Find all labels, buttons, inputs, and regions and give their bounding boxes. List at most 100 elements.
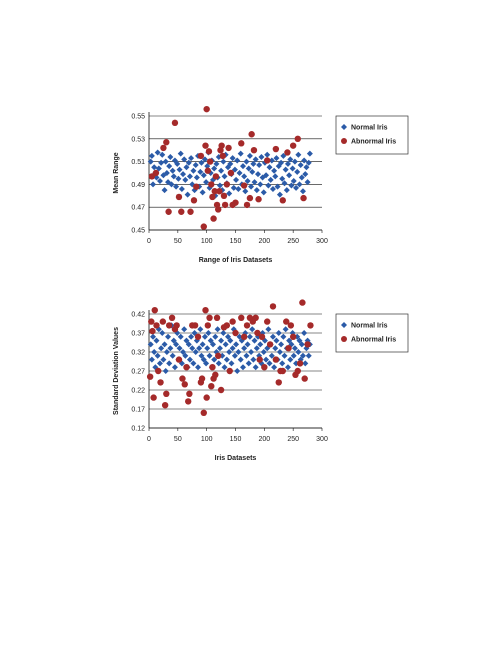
normal-iris-point	[244, 341, 251, 348]
abnormal-iris-point	[294, 135, 301, 142]
normal-iris-point	[174, 160, 181, 167]
normal-iris-point	[239, 364, 246, 371]
normal-iris-point	[282, 326, 289, 333]
normal-iris-point	[165, 333, 172, 340]
abnormal-iris-point	[264, 157, 271, 164]
normal-iris-point	[302, 171, 309, 178]
abnormal-iris-point	[226, 367, 233, 375]
normal-iris-point	[161, 341, 168, 348]
normal-iris-point	[252, 156, 259, 163]
normal-iris-point	[199, 189, 206, 196]
normal-iris-point	[250, 160, 257, 167]
normal-iris-point	[173, 341, 180, 348]
y-axis-title: Mean Range	[113, 152, 120, 193]
normal-iris-point	[298, 341, 305, 348]
normal-iris-point	[186, 173, 193, 180]
abnormal-iris-point	[160, 144, 167, 152]
normal-iris-point	[287, 156, 294, 163]
normal-iris-point	[286, 337, 293, 344]
abnormal-iris-series	[148, 105, 307, 230]
abnormal-iris-point	[304, 341, 311, 348]
normal-iris-point	[228, 360, 235, 367]
normal-iris-point	[159, 151, 166, 158]
normal-iris-point	[263, 356, 270, 363]
normal-iris-point	[198, 159, 205, 166]
normal-iris-point	[295, 349, 302, 355]
abnormal-iris-point	[194, 333, 202, 340]
normal-iris-point	[226, 190, 233, 197]
normal-iris-point	[192, 162, 199, 169]
abnormal-iris-point	[197, 152, 205, 160]
abnormal-iris-point	[191, 322, 199, 329]
normal-iris-point	[229, 345, 236, 352]
normal-iris-point	[241, 345, 248, 352]
normal-iris-point	[184, 191, 191, 198]
x-tick-label: 250	[287, 238, 299, 245]
abnormal-iris-point	[296, 360, 304, 367]
normal-iris-point	[211, 356, 218, 363]
normal-iris-point	[271, 167, 278, 174]
normal-iris-point	[216, 182, 223, 189]
abnormal-iris-point	[261, 364, 268, 371]
abnormal-iris-point	[289, 142, 297, 149]
normal-iris-point	[283, 187, 290, 194]
abnormal-iris-point	[225, 144, 232, 152]
normal-iris-point	[252, 364, 259, 371]
normal-iris-point	[167, 154, 174, 161]
abnormal-iris-point	[208, 181, 215, 188]
mean-range-chart-svg: 0.45 0.47 0.49 0.51 0.53 0.55 0 50 100 150 200 250 3…	[113, 105, 409, 264]
abnormal-iris-point	[221, 201, 229, 209]
abnormal-iris-point	[202, 142, 209, 149]
normal-iris-point	[175, 175, 182, 182]
abnormal-iris-point	[275, 379, 282, 386]
abnormal-iris-point	[173, 322, 180, 329]
normal-iris-point	[168, 181, 175, 188]
abnormal-iris-point	[238, 314, 245, 321]
normal-iris-point	[150, 333, 157, 340]
y-tick-label: 0.12	[131, 426, 145, 433]
normal-iris-point	[155, 165, 162, 172]
normal-iris-point	[230, 184, 237, 191]
normal-iris-point	[218, 337, 225, 344]
normal-iris-point	[234, 157, 241, 164]
abnormal-iris-point	[215, 352, 222, 359]
normal-iris-point	[245, 360, 252, 367]
normal-iris-point	[151, 349, 158, 355]
normal-iris-point	[293, 184, 300, 191]
normal-iris-point	[265, 326, 272, 333]
std-dev-chart: 0.12 0.17 0.22 0.27 0.32 0.37 0.42 0 50 100 150 200…	[106, 298, 412, 464]
normal-iris-point	[153, 337, 160, 344]
normal-iris-point	[269, 333, 276, 340]
normal-iris-point	[181, 156, 188, 163]
y-tick-label: 0.55	[131, 114, 145, 121]
normal-iris-point	[264, 151, 271, 158]
normal-iris-point	[169, 167, 176, 174]
mean-range-chart: 0.45 0.47 0.49 0.51 0.53 0.55 0 50 100 150 200 250 3…	[106, 100, 412, 270]
abnormal-iris-point	[150, 394, 157, 401]
abnormal-iris-point	[148, 318, 155, 325]
abnormal-iris-point	[203, 394, 210, 401]
abnormal-iris-point	[171, 119, 179, 127]
legend-label: Abnormal Iris	[351, 139, 396, 146]
abnormal-iris-point	[209, 193, 216, 201]
normal-iris-point	[227, 337, 234, 344]
normal-iris-point	[225, 333, 232, 340]
abnormal-iris-point	[175, 356, 183, 363]
legend-normal-marker	[341, 124, 347, 130]
normal-iris-point	[150, 181, 157, 188]
normal-iris-point	[296, 181, 303, 188]
normal-iris-point	[154, 149, 161, 156]
abnormal-iris-point	[206, 314, 213, 321]
normal-iris-point	[234, 368, 241, 374]
x-tick-label: 0	[147, 238, 151, 245]
normal-iris-point	[176, 166, 183, 173]
abnormal-iris-point	[185, 398, 192, 405]
abnormal-iris-point	[198, 375, 206, 382]
abnormal-iris-point	[165, 322, 173, 329]
normal-iris-point	[248, 183, 255, 190]
legend-label: Abnormal Iris	[351, 337, 396, 344]
abnormal-iris-point	[213, 314, 221, 321]
normal-iris-point	[287, 356, 294, 363]
normal-iris-point	[299, 188, 306, 195]
normal-iris-point	[173, 183, 180, 190]
